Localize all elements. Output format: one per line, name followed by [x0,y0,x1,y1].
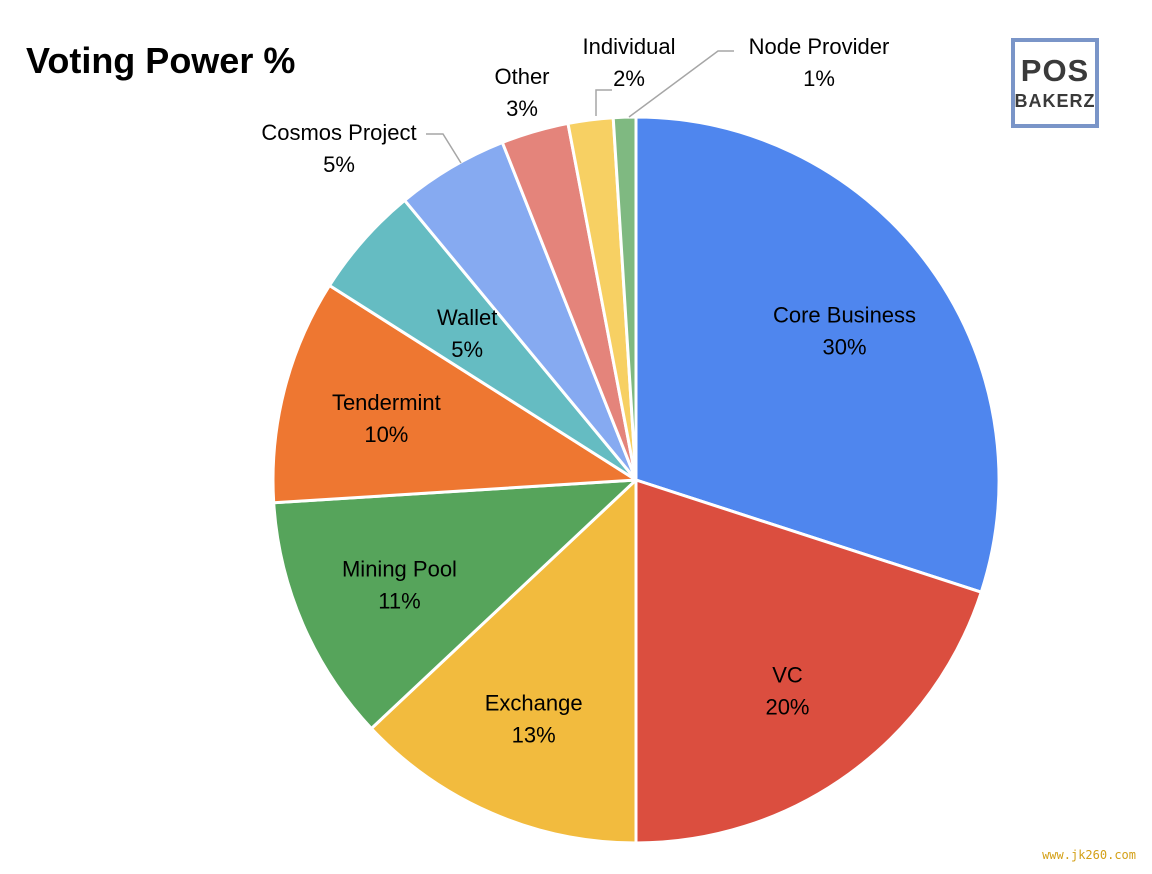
leader-line-individual [595,89,612,116]
slice-value-node-provider: 1% [803,66,835,91]
chart-title: Voting Power % [26,40,296,81]
slice-label-exchange: Exchange [485,691,583,716]
pie-slice-exchange [369,478,638,845]
pie-slice-vc [634,478,983,845]
slice-label-other: Other [494,64,549,89]
slice-value-vc: 20% [765,695,809,720]
pie-slice-mining-pool [272,478,638,730]
slice-label-individual: Individual [583,34,676,59]
logo-text-bakerz: BAKERZ [1014,91,1096,111]
slice-label-vc: VC [772,663,803,688]
slice-label-node-provider: Node Provider [749,34,890,59]
slice-value-tendermint: 10% [364,422,408,447]
slice-value-cosmos-project: 5% [323,152,355,177]
slice-label-wallet: Wallet [437,305,497,330]
slice-value-other: 3% [506,96,538,121]
slice-value-mining-pool: 11% [378,588,420,613]
logo-text-pos: POS [1020,53,1090,88]
slice-label-mining-pool: Mining Pool [342,556,457,581]
pie-slice-node-provider [611,115,638,482]
slice-value-exchange: 13% [512,723,556,748]
watermark: www.jk260.com [1042,848,1136,862]
slice-value-individual: 2% [613,66,645,91]
slice-label-cosmos-project: Cosmos Project [261,120,416,145]
leader-line-cosmos-project [426,133,462,164]
slice-label-core-business: Core Business [773,303,916,328]
slice-value-wallet: 5% [451,337,483,362]
leader-line-node-provider [628,50,734,118]
pie-slice-core-business [634,115,1001,594]
pos-bakerz-logo: POS BAKERZ [1011,38,1099,128]
pie-slice-tendermint [271,283,638,505]
slice-value-core-business: 30% [822,335,866,360]
slice-label-tendermint: Tendermint [332,390,441,415]
